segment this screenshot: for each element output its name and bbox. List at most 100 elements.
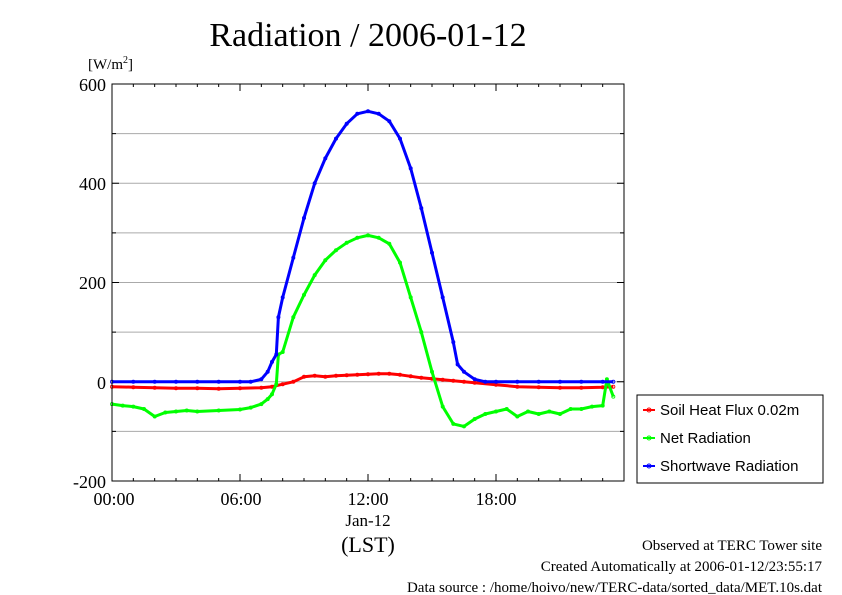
data-point-shortwave-radiation (579, 379, 584, 384)
data-point-net-radiation (301, 292, 306, 297)
data-point-shortwave-radiation (376, 111, 381, 116)
data-point-shortwave-radiation (269, 359, 274, 364)
data-point-shortwave-radiation (248, 379, 253, 384)
data-point-net-radiation (590, 404, 595, 409)
legend: Soil Heat Flux 0.02m Net Radiation Short… (636, 394, 824, 484)
data-point-shortwave-radiation (387, 119, 392, 124)
data-point-shortwave-radiation (312, 181, 317, 186)
data-point-net-radiation (547, 409, 552, 414)
data-point-net-radiation (504, 406, 509, 411)
x-axis-date-label: Jan-12 (345, 511, 390, 530)
data-point-net-radiation (483, 411, 488, 416)
data-point-shortwave-radiation (131, 379, 136, 384)
data-point-soil-heat-flux-0-02m (451, 378, 456, 383)
x-tick-labels: 00:00 06:00 12:00 18:00 (93, 489, 516, 509)
x-tick-label: 18:00 (475, 489, 516, 509)
y-tick-label: 600 (79, 75, 106, 95)
x-tick-label: 00:00 (93, 489, 134, 509)
data-point-net-radiation (312, 273, 317, 278)
data-point-soil-heat-flux-0-02m (301, 374, 306, 379)
data-point-shortwave-radiation (333, 136, 338, 141)
data-point-shortwave-radiation (280, 295, 285, 300)
plot-frame (111, 83, 625, 482)
data-point-shortwave-radiation (265, 369, 270, 374)
data-point-net-radiation (526, 409, 531, 414)
data-point-soil-heat-flux-0-02m (333, 373, 338, 378)
data-point-net-radiation (195, 409, 200, 414)
data-point-shortwave-radiation (274, 352, 279, 357)
data-point-net-radiation (333, 248, 338, 253)
data-point-soil-heat-flux-0-02m (173, 386, 178, 391)
y-axis-label-sup: 2 (123, 55, 128, 66)
data-point-shortwave-radiation (152, 379, 157, 384)
data-point-soil-heat-flux-0-02m (131, 385, 136, 390)
data-point-net-radiation (184, 408, 189, 413)
data-point-soil-heat-flux-0-02m (216, 386, 221, 391)
data-point-net-radiation (248, 405, 253, 410)
data-point-soil-heat-flux-0-02m (611, 384, 616, 389)
data-point-soil-heat-flux-0-02m (440, 377, 445, 382)
data-point-soil-heat-flux-0-02m (291, 379, 296, 384)
data-point-shortwave-radiation (216, 379, 221, 384)
data-point-net-radiation (451, 421, 456, 426)
footer-observed-at: Observed at TERC Tower site (642, 538, 822, 554)
data-point-net-radiation (387, 241, 392, 246)
data-point-net-radiation (600, 403, 605, 408)
data-point-net-radiation (461, 424, 466, 429)
data-point-shortwave-radiation (472, 377, 477, 382)
data-point-shortwave-radiation (259, 377, 264, 382)
data-point-shortwave-radiation (493, 379, 498, 384)
data-point-shortwave-radiation (440, 295, 445, 300)
legend-marker-soil-heat-flux (646, 407, 652, 413)
data-point-net-radiation (141, 406, 146, 411)
data-point-net-radiation (280, 349, 285, 354)
series-line-net-radiation (111, 233, 615, 428)
data-point-net-radiation (419, 330, 424, 335)
data-point-soil-heat-flux-0-02m (323, 374, 328, 379)
data-point-net-radiation (429, 369, 434, 374)
data-point-soil-heat-flux-0-02m (408, 374, 413, 379)
series-net-radiation (110, 233, 616, 429)
data-point-soil-heat-flux-0-02m (237, 386, 242, 391)
data-point-soil-heat-flux-0-02m (515, 384, 520, 389)
data-point-shortwave-radiation (237, 379, 242, 384)
data-point-net-radiation (265, 397, 270, 402)
data-point-shortwave-radiation (515, 379, 520, 384)
data-point-soil-heat-flux-0-02m (355, 372, 360, 377)
data-point-soil-heat-flux-0-02m (376, 371, 381, 376)
data-point-net-radiation (376, 235, 381, 240)
data-point-net-radiation (274, 382, 279, 387)
y-axis-label-end: ] (128, 57, 133, 73)
data-point-net-radiation (579, 406, 584, 411)
data-point-shortwave-radiation (600, 379, 605, 384)
data-point-shortwave-radiation (173, 379, 178, 384)
data-point-net-radiation (152, 414, 157, 419)
data-point-net-radiation (408, 295, 413, 300)
data-point-soil-heat-flux-0-02m (152, 385, 157, 390)
data-point-soil-heat-flux-0-02m (536, 385, 541, 390)
legend-item-shortwave-radiation: Shortwave Radiation (643, 458, 798, 475)
data-point-net-radiation (568, 406, 573, 411)
data-point-net-radiation (131, 404, 136, 409)
x-tick-label: 06:00 (220, 489, 261, 509)
legend-label-soil-heat-flux: Soil Heat Flux 0.02m (660, 402, 799, 419)
data-point-net-radiation (269, 392, 274, 397)
y-tick-labels: 600 400 200 0 -200 (73, 75, 106, 492)
data-point-shortwave-radiation (429, 250, 434, 255)
data-point-soil-heat-flux-0-02m (312, 373, 317, 378)
legend-marker-net-radiation (646, 435, 652, 441)
legend-marker-shortwave-radiation (646, 463, 652, 469)
data-point-net-radiation (173, 409, 178, 414)
y-axis-label-base: [W/m (88, 57, 123, 73)
data-point-net-radiation (291, 315, 296, 320)
data-point-shortwave-radiation (408, 166, 413, 171)
data-point-shortwave-radiation (344, 121, 349, 126)
legend-label-net-radiation: Net Radiation (660, 430, 751, 447)
data-point-net-radiation (611, 394, 616, 399)
y-tick-label: -200 (73, 472, 106, 492)
x-tick-label: 12:00 (347, 489, 388, 509)
data-point-net-radiation (323, 258, 328, 263)
data-point-shortwave-radiation (397, 136, 402, 141)
data-point-shortwave-radiation (291, 255, 296, 260)
